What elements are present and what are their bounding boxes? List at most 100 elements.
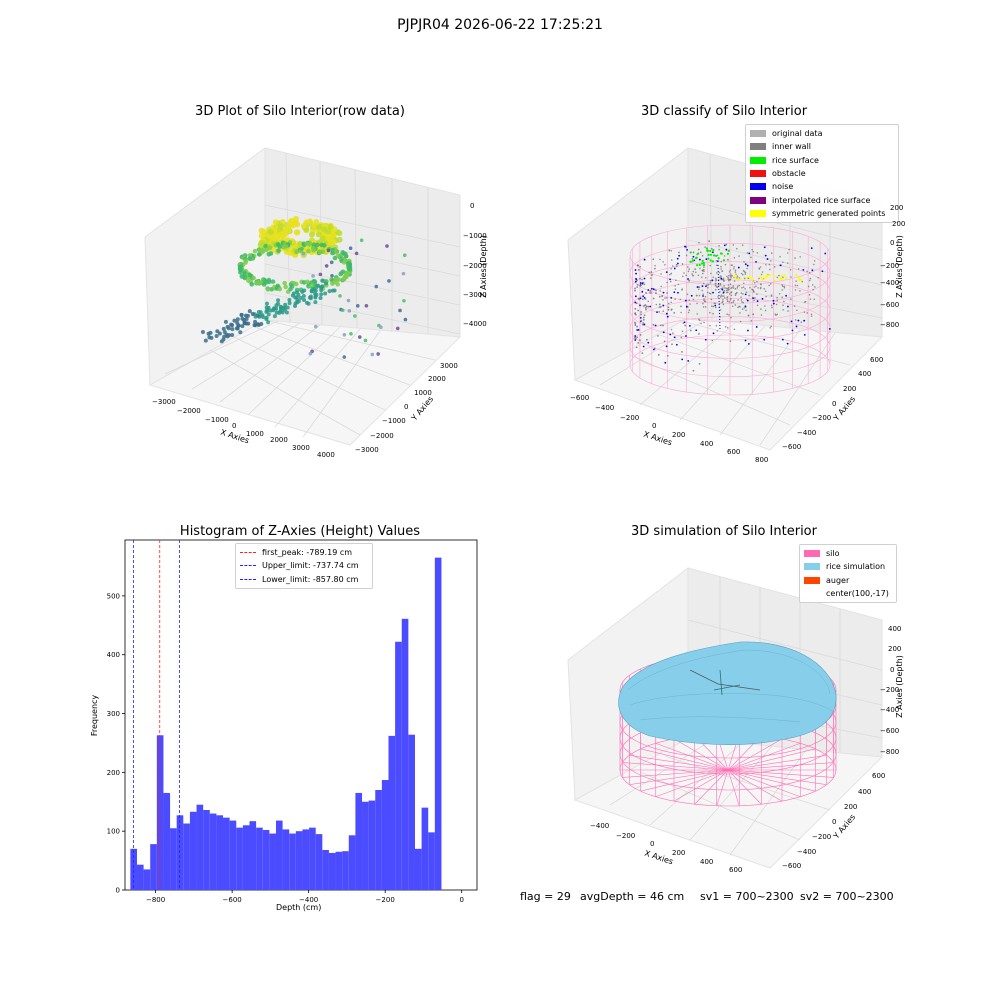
avg-depth-text: avgDepth = 46 cm xyxy=(580,890,685,903)
classified-point xyxy=(715,285,718,288)
silo-floor-spoke xyxy=(727,769,740,806)
symmetric-point xyxy=(766,274,769,277)
p1-ytick: −1000 xyxy=(382,417,406,425)
classified-point xyxy=(729,283,732,285)
classified-point xyxy=(739,312,741,314)
raw-point xyxy=(272,219,279,226)
raw-point xyxy=(264,301,269,306)
classified-point xyxy=(701,254,704,257)
classified-point xyxy=(690,294,693,297)
classified-point xyxy=(684,324,687,327)
raw-point xyxy=(340,250,346,255)
classified-point xyxy=(720,294,723,296)
classified-point xyxy=(643,283,646,286)
raw-point xyxy=(280,233,287,240)
classified-point xyxy=(700,251,702,254)
p4-ytick: −200 xyxy=(812,833,832,841)
classified-point xyxy=(719,290,721,293)
rice-surface-point xyxy=(712,254,716,257)
raw-point xyxy=(343,253,349,259)
classified-point xyxy=(726,326,729,329)
raw-point xyxy=(340,308,345,313)
histogram-bar xyxy=(209,813,217,890)
raw-point xyxy=(311,222,318,229)
noise-point xyxy=(810,247,813,250)
classified-point xyxy=(743,307,746,309)
classified-point xyxy=(770,304,773,307)
raw-point xyxy=(315,242,320,248)
classified-point xyxy=(670,308,673,311)
symmetric-point xyxy=(750,276,753,280)
noise-point xyxy=(675,343,678,346)
legend-swatch-silo xyxy=(804,550,820,558)
classified-point xyxy=(637,309,640,312)
classified-point xyxy=(655,303,658,306)
raw-point xyxy=(323,291,328,296)
classified-point xyxy=(741,244,744,246)
raw-point xyxy=(327,289,332,294)
classified-point xyxy=(634,335,637,337)
classified-point xyxy=(698,286,700,288)
classified-point xyxy=(756,251,759,254)
classified-point xyxy=(722,299,724,301)
classified-point xyxy=(687,311,690,314)
classified-point xyxy=(698,258,701,261)
rice-surface-point xyxy=(709,253,712,256)
classified-point xyxy=(715,260,718,262)
symmetric-point xyxy=(784,276,787,280)
classified-point xyxy=(776,313,778,316)
legend-line-upper-limit xyxy=(240,565,256,567)
classified-point xyxy=(758,277,760,280)
classified-point xyxy=(809,298,812,300)
classified-point xyxy=(789,268,792,271)
classified-point xyxy=(660,285,662,288)
classified-point xyxy=(680,336,683,339)
classified-point xyxy=(721,270,724,273)
raw-point xyxy=(265,287,271,292)
raw-point xyxy=(308,231,315,238)
raw-point xyxy=(300,222,307,229)
classified-point xyxy=(657,353,660,356)
classified-point xyxy=(681,263,684,265)
classified-point xyxy=(719,282,722,285)
raw-point xyxy=(270,279,276,284)
raw-point xyxy=(268,308,273,313)
p1-xtick: 0 xyxy=(232,422,237,430)
classified-point xyxy=(768,284,770,287)
raw-point xyxy=(293,281,299,287)
silo-floor-spoke xyxy=(622,769,729,778)
classified-point xyxy=(639,285,642,287)
silo-floor-spoke xyxy=(640,769,729,792)
raw-point xyxy=(311,242,317,247)
classified-point xyxy=(659,324,662,327)
classified-point xyxy=(667,302,670,305)
raw-point xyxy=(271,235,278,242)
classified-point xyxy=(722,278,725,281)
classified-point xyxy=(655,289,657,292)
classified-point xyxy=(734,269,737,272)
classified-point xyxy=(723,296,726,299)
silo-floor-spoke xyxy=(727,742,801,771)
classified-point xyxy=(688,268,691,270)
classified-point xyxy=(681,275,684,278)
classified-point xyxy=(765,263,767,266)
classified-point xyxy=(659,290,661,292)
raw-point xyxy=(359,238,364,243)
raw-point xyxy=(276,298,281,303)
noise-point xyxy=(802,268,805,271)
classified-point xyxy=(686,266,689,268)
classified-point xyxy=(643,304,645,307)
classified-point xyxy=(698,318,700,321)
histogram-bar xyxy=(196,804,204,890)
raw-point xyxy=(364,303,369,308)
classified-point xyxy=(771,306,773,309)
classified-point xyxy=(759,266,762,268)
classified-point xyxy=(686,293,689,296)
classified-point xyxy=(666,292,668,294)
histogram-bar xyxy=(355,792,363,890)
classified-point xyxy=(715,325,718,327)
classified-point xyxy=(659,258,661,261)
classified-point xyxy=(634,280,637,283)
classified-point xyxy=(800,321,803,324)
